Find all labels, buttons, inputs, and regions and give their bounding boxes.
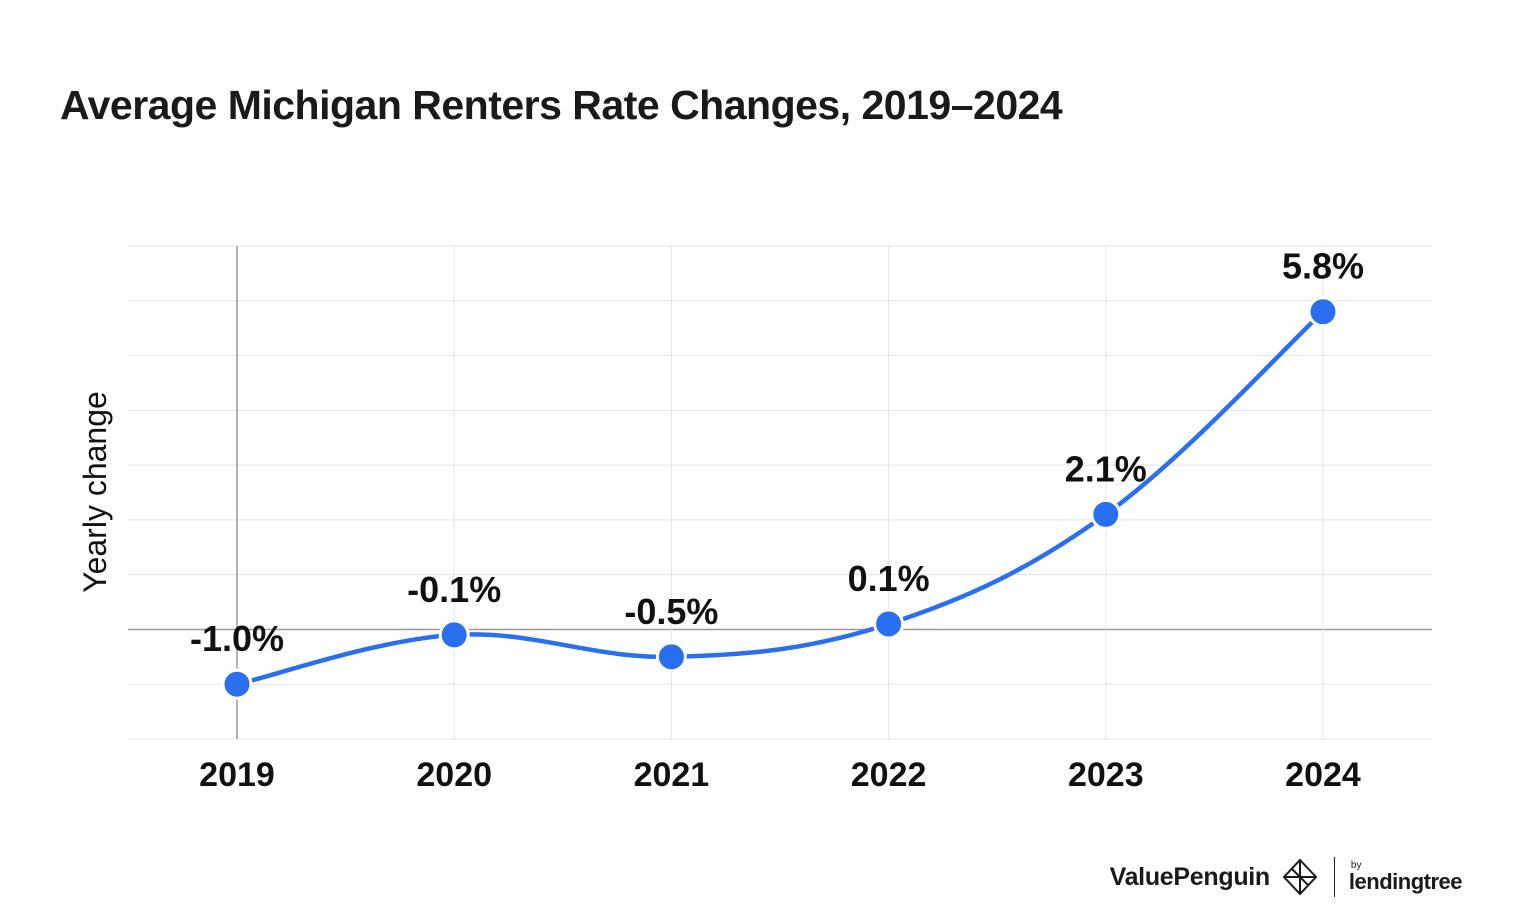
data-label: -0.1% (407, 569, 501, 610)
x-tick-label: 2019 (199, 756, 275, 794)
data-point (221, 668, 253, 700)
lendingtree-logo: by lendingtree (1348, 860, 1463, 894)
series-line (234, 309, 1326, 687)
chart-title: Average Michigan Renters Rate Changes, 2… (60, 82, 1063, 128)
data-label: 0.1% (848, 558, 930, 599)
data-point (1090, 498, 1122, 530)
x-tick-label: 2022 (851, 756, 927, 794)
horizontal-gridlines (128, 245, 1432, 740)
penguin-diamond-icon (1282, 858, 1318, 896)
data-point (438, 619, 470, 651)
series-group: -1.0% -0.1% -0.5% 0.1% 2.1% 5.8% (190, 246, 1364, 700)
x-tick-label: 2023 (1068, 756, 1144, 794)
brand-divider (1333, 857, 1335, 897)
data-label: -0.5% (624, 591, 718, 632)
y-axis-label: Yearly change (77, 391, 113, 593)
data-point (873, 608, 905, 640)
data-label: 2.1% (1065, 448, 1147, 489)
data-point (655, 641, 687, 673)
x-tick-labels: 2019 2020 2021 2022 2023 2024 (199, 756, 1361, 794)
data-label: -1.0% (190, 618, 284, 659)
lendingtree-name: lendingtree (1348, 869, 1463, 894)
lendingtree-by-text: by (1350, 860, 1362, 871)
x-tick-label: 2021 (634, 756, 710, 794)
x-tick-label: 2020 (416, 756, 492, 794)
vertical-gridlines (236, 246, 1324, 739)
data-point (1307, 296, 1339, 328)
valuepenguin-logo-text: ValuePenguin (1109, 862, 1271, 891)
data-label: 5.8% (1282, 246, 1364, 287)
x-tick-label: 2024 (1285, 756, 1361, 794)
footer-branding: ValuePenguin by lendingtree (1109, 852, 1463, 902)
